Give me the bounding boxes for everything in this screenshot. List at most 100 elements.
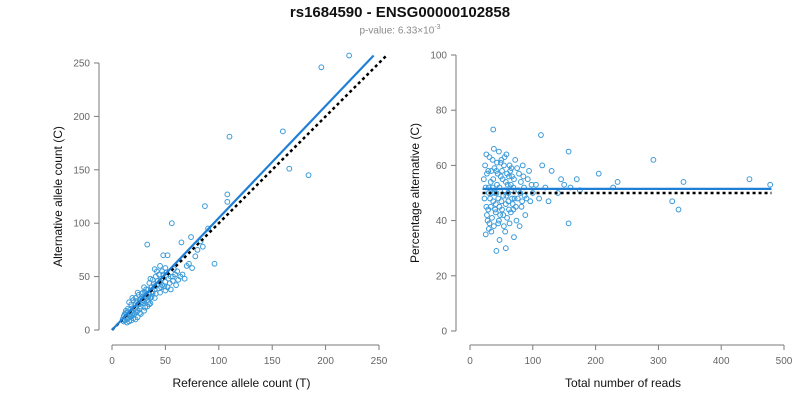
data-point bbox=[279, 128, 286, 135]
data-point bbox=[497, 159, 504, 166]
x-tick-label: 0 bbox=[467, 356, 473, 367]
data-point bbox=[224, 191, 231, 198]
y-tick-label: 80 bbox=[436, 106, 448, 117]
data-point bbox=[511, 195, 518, 202]
data-point bbox=[495, 148, 502, 155]
x-tick-label: 150 bbox=[264, 356, 281, 367]
x-axis-title: Total number of reads bbox=[565, 376, 681, 390]
data-point bbox=[487, 179, 494, 185]
data-point bbox=[126, 299, 132, 306]
data-point bbox=[124, 319, 130, 326]
data-point bbox=[485, 206, 492, 213]
data-point bbox=[149, 290, 156, 297]
x-tick-label: 300 bbox=[650, 356, 667, 367]
data-point bbox=[506, 173, 512, 180]
data-point bbox=[487, 195, 493, 202]
y-tick-label: 200 bbox=[73, 112, 90, 123]
x-tick-label: 250 bbox=[371, 356, 388, 367]
data-point bbox=[767, 181, 774, 188]
pvalue-text: p-value: 6.33×10 bbox=[359, 25, 435, 37]
data-point bbox=[499, 168, 505, 174]
data-point bbox=[485, 168, 492, 174]
data-point bbox=[595, 170, 602, 177]
data-point bbox=[305, 172, 312, 179]
x-tick-label: 100 bbox=[210, 356, 227, 367]
data-point bbox=[505, 190, 512, 196]
data-point bbox=[168, 220, 175, 227]
data-point bbox=[482, 231, 489, 238]
data-point bbox=[157, 263, 163, 269]
x-tick-label: 0 bbox=[109, 356, 115, 367]
data-point bbox=[496, 203, 503, 210]
data-point bbox=[480, 176, 487, 183]
data-point bbox=[489, 214, 495, 221]
pvalue-exponent: -3 bbox=[434, 24, 441, 31]
data-point bbox=[144, 241, 151, 248]
data-point bbox=[508, 165, 515, 172]
data-point bbox=[514, 165, 520, 172]
data-point bbox=[495, 220, 502, 227]
data-point bbox=[565, 220, 572, 227]
data-point bbox=[153, 268, 160, 275]
data-point bbox=[158, 284, 165, 291]
data-point bbox=[129, 295, 136, 301]
data-point bbox=[529, 190, 536, 196]
data-point bbox=[539, 162, 546, 169]
data-point bbox=[486, 154, 493, 161]
data-point bbox=[495, 195, 502, 202]
data-point bbox=[486, 220, 493, 227]
data-point bbox=[516, 170, 522, 177]
x-tick-label: 200 bbox=[587, 356, 604, 367]
data-point bbox=[189, 265, 196, 271]
reference-line bbox=[111, 54, 388, 331]
data-point bbox=[211, 260, 218, 267]
data-point bbox=[484, 212, 490, 218]
data-point bbox=[490, 198, 497, 205]
data-point bbox=[526, 168, 532, 174]
data-point bbox=[160, 252, 167, 259]
data-point bbox=[519, 162, 526, 169]
y-tick-label: 50 bbox=[79, 272, 91, 283]
data-point bbox=[490, 145, 497, 152]
data-point bbox=[507, 181, 514, 188]
data-point bbox=[481, 195, 488, 202]
data-point bbox=[495, 217, 502, 224]
data-point bbox=[504, 214, 510, 221]
data-point bbox=[514, 195, 521, 202]
data-point bbox=[513, 217, 520, 224]
data-point bbox=[199, 243, 206, 250]
data-point bbox=[494, 181, 500, 188]
data-point bbox=[536, 195, 542, 202]
y-tick-label: 0 bbox=[84, 326, 90, 337]
data-point bbox=[494, 159, 500, 166]
data-point bbox=[226, 133, 233, 140]
data-point bbox=[502, 245, 509, 252]
y-tick-label: 100 bbox=[73, 219, 90, 230]
data-point bbox=[346, 52, 352, 59]
data-point bbox=[516, 223, 523, 230]
data-point bbox=[178, 239, 185, 246]
data-point bbox=[492, 209, 499, 216]
y-tick-label: 60 bbox=[436, 161, 448, 172]
data-point bbox=[181, 275, 188, 282]
data-point bbox=[650, 156, 657, 163]
fit-line bbox=[111, 54, 375, 331]
y-tick-label: 250 bbox=[73, 59, 90, 70]
x-tick-label: 500 bbox=[776, 356, 793, 367]
data-point bbox=[137, 311, 144, 317]
data-point bbox=[169, 273, 176, 280]
data-point bbox=[197, 238, 204, 245]
data-point bbox=[518, 203, 525, 210]
data-point bbox=[166, 280, 173, 286]
data-point bbox=[548, 168, 555, 174]
y-tick-label: 0 bbox=[441, 327, 447, 338]
data-point bbox=[143, 286, 150, 293]
chart-title: rs1684590 - ENSG00000102858 bbox=[289, 4, 511, 21]
data-point bbox=[510, 206, 517, 213]
data-point bbox=[506, 220, 513, 227]
data-point bbox=[489, 156, 496, 163]
data-point bbox=[167, 286, 174, 293]
data-point bbox=[147, 275, 154, 282]
data-point bbox=[565, 148, 572, 155]
